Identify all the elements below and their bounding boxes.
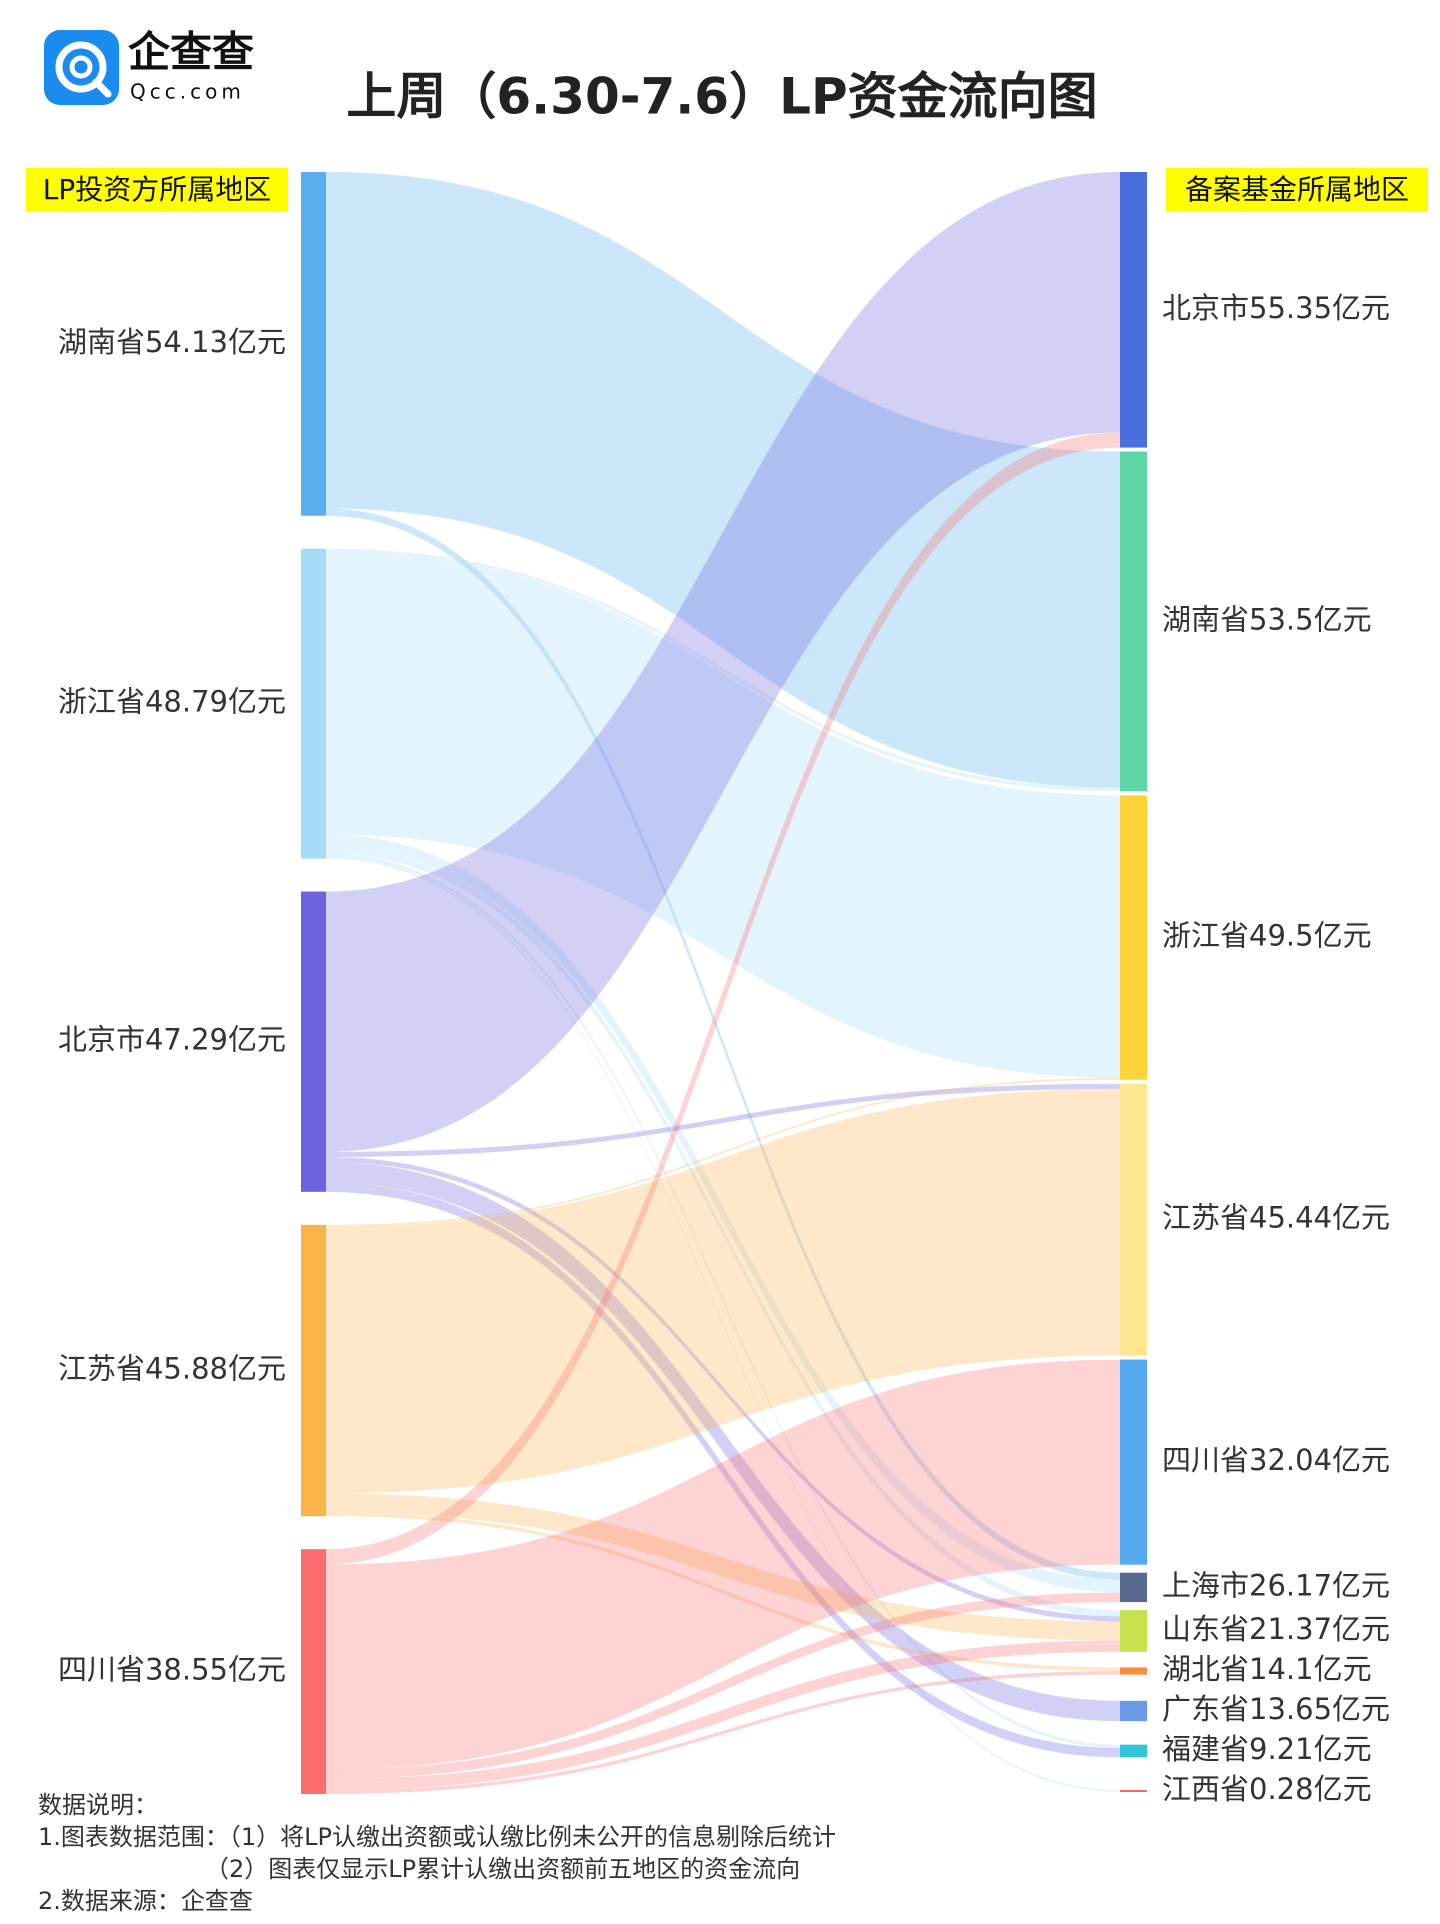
flow [326, 1640, 1120, 1791]
flow [326, 1592, 1120, 1780]
flow [326, 847, 1120, 1617]
target-label: 广东省13.65亿元 [1162, 1692, 1390, 1726]
chart-title: 上周（6.30-7.6）LP资金流向图 [346, 68, 1097, 126]
target-node [1120, 451, 1147, 792]
header-bg [1166, 168, 1428, 212]
source-node [301, 891, 326, 1192]
target-node [1120, 1744, 1147, 1758]
source-label: 四川省38.55亿元 [58, 1653, 286, 1687]
target-header: 备案基金所属地区 [1185, 173, 1409, 206]
flow [326, 853, 1120, 1748]
header-bg [26, 168, 288, 212]
target-node [1120, 1610, 1147, 1652]
flow [326, 1161, 1120, 1722]
target-label: 湖南省53.5亿元 [1162, 602, 1372, 636]
target-node [1120, 1572, 1147, 1603]
target-node [1120, 1083, 1147, 1356]
source-header: LP投资方所属地区 [43, 173, 272, 206]
source-node [301, 172, 326, 516]
target-label: 江西省0.28亿元 [1162, 1772, 1372, 1806]
source-label: 湖南省54.13亿元 [58, 325, 286, 359]
target-label: 山东省21.37亿元 [1162, 1612, 1390, 1646]
flow [326, 548, 1120, 792]
target-label: 浙江省49.5亿元 [1162, 919, 1372, 953]
logo-domain: Qcc.com [130, 80, 245, 104]
flow [326, 1088, 1120, 1494]
flow [326, 1671, 1120, 1794]
target-label: 湖北省14.1亿元 [1162, 1652, 1372, 1686]
flow [326, 1182, 1120, 1758]
target-label: 福建省9.21亿元 [1162, 1732, 1372, 1766]
target-node [1120, 1700, 1147, 1722]
target-label: 江苏省45.44亿元 [1162, 1201, 1390, 1235]
target-node [1120, 1359, 1147, 1565]
logo-name: 企查查 [128, 28, 254, 77]
target-label: 四川省32.04亿元 [1162, 1443, 1390, 1477]
flow [326, 1077, 1120, 1227]
flow [326, 834, 1120, 1593]
logo-dot [69, 55, 93, 79]
flow [326, 1512, 1120, 1672]
flow [326, 1359, 1120, 1770]
flow [326, 1156, 1120, 1622]
source-node [301, 1549, 326, 1794]
flow [326, 508, 1120, 1580]
note: （2）图表仅显示LP累计认缴出资额前五地区的资金流向 [205, 1855, 800, 1883]
note: 1.图表数据范围：（1）将LP认缴出资额或认缴比例未公开的信息剔除后统计 [38, 1823, 836, 1851]
logo-ring [55, 41, 107, 93]
flow [326, 856, 1120, 1792]
flow [326, 1493, 1120, 1641]
note: 2.数据来源：企查查 [38, 1887, 253, 1915]
source-label: 浙江省48.79亿元 [58, 685, 286, 719]
logo-handle [92, 78, 112, 98]
target-node [1120, 1667, 1147, 1675]
note: 数据说明： [38, 1791, 158, 1819]
target-label: 北京市55.35亿元 [1162, 291, 1390, 325]
flow [326, 432, 1120, 1565]
target-node [1120, 1790, 1147, 1793]
flow [326, 551, 1120, 1078]
source-node [301, 548, 326, 859]
flow [326, 172, 1120, 1152]
target-label: 上海市26.17亿元 [1162, 1568, 1390, 1602]
target-node [1120, 795, 1147, 1080]
source-node [301, 1224, 326, 1517]
target-node [1120, 172, 1147, 448]
flow [326, 172, 1120, 789]
source-label: 北京市47.29亿元 [58, 1023, 286, 1057]
flow [326, 1083, 1120, 1157]
source-label: 江苏省45.88亿元 [58, 1352, 286, 1386]
